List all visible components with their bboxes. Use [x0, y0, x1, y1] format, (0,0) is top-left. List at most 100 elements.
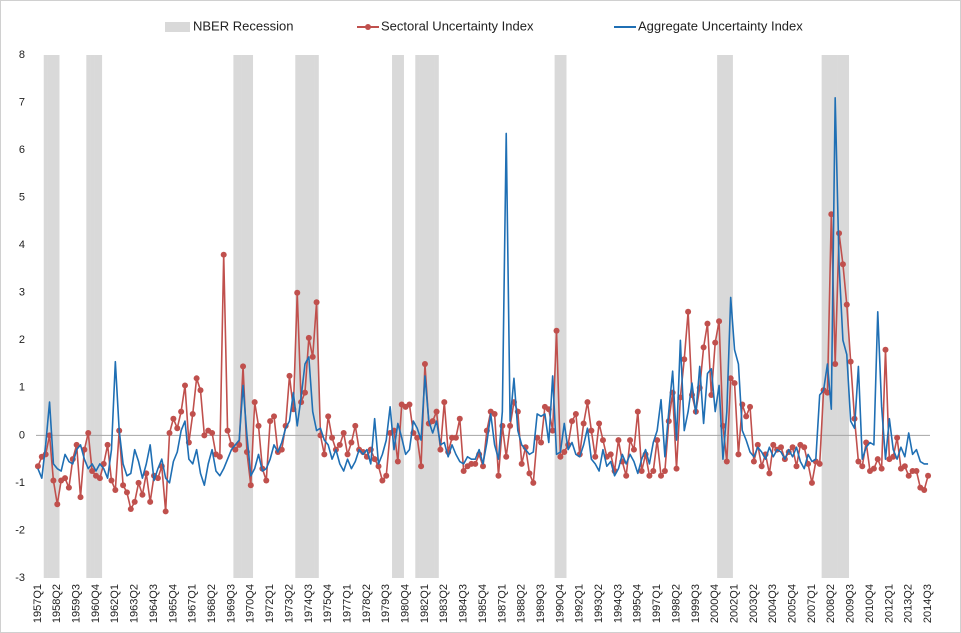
y-tick-label: 2: [19, 334, 25, 346]
series-marker: [394, 458, 401, 465]
y-tick-label: 8: [19, 49, 25, 61]
series-marker: [329, 434, 336, 441]
series-marker: [855, 458, 862, 465]
recession-bar: [837, 55, 842, 578]
recession-bar: [47, 55, 52, 578]
recession-bar: [248, 55, 254, 578]
series-marker: [584, 399, 591, 406]
series-marker: [588, 427, 595, 434]
y-tick-label: 5: [19, 192, 25, 204]
series-line: [37, 96, 929, 487]
series-marker: [549, 427, 556, 434]
series-marker: [630, 446, 637, 453]
series-marker: [209, 429, 216, 436]
series-marker: [232, 446, 239, 453]
series-marker: [271, 413, 278, 420]
series-marker: [154, 475, 161, 482]
series-marker: [518, 460, 525, 467]
series-marker: [182, 382, 188, 389]
x-tick-label: 1980Q4: [400, 584, 412, 623]
recession-bar: [721, 55, 726, 578]
x-tick-label: 1960Q4: [90, 584, 102, 623]
x-tick-label: 1967Q1: [187, 584, 199, 623]
series-marker: [216, 453, 223, 460]
x-tick-label: 1965Q4: [167, 584, 179, 623]
x-tick-label: 2000Q4: [709, 584, 721, 623]
series-marker: [162, 508, 169, 515]
y-tick-label: 6: [19, 144, 25, 156]
series-marker: [309, 353, 316, 360]
recession-bar: [395, 55, 401, 578]
series-marker: [607, 451, 614, 458]
recession-bar: [554, 55, 559, 578]
series-marker: [336, 441, 343, 448]
x-tick-label: 2013Q2: [903, 584, 915, 623]
series-marker: [766, 470, 773, 477]
series-marker: [673, 465, 680, 472]
y-tick-label: 0: [19, 429, 25, 441]
series-marker: [267, 418, 274, 425]
series-marker: [847, 358, 854, 365]
series-marker: [816, 460, 823, 467]
series-marker: [228, 441, 235, 448]
recession-bar: [829, 55, 834, 578]
x-tick-label: 1988Q2: [516, 584, 528, 623]
x-tick-label: 1974Q3: [303, 584, 315, 623]
series-marker: [135, 479, 142, 486]
series-marker: [839, 261, 846, 268]
recession-bar: [299, 55, 304, 578]
series-marker: [491, 410, 498, 417]
x-tick-label: 1998Q2: [670, 584, 682, 623]
series-marker: [638, 468, 645, 475]
recession-bar: [392, 55, 397, 578]
recession-bar: [303, 55, 308, 578]
series-marker: [414, 434, 421, 441]
x-tick-label: 2005Q4: [787, 584, 799, 623]
series-marker: [723, 458, 730, 465]
x-tick-label: 1999Q3: [690, 584, 702, 623]
series-marker: [421, 361, 428, 368]
recession-bar: [724, 55, 730, 578]
series-marker: [174, 425, 181, 432]
series-marker: [507, 422, 514, 429]
x-tick-label: 2014Q3: [922, 584, 934, 623]
recession-bar: [717, 55, 722, 578]
series-marker: [348, 439, 355, 446]
x-tick-label: 2002Q1: [728, 584, 740, 623]
x-tick-label: 1987Q1: [496, 584, 508, 623]
series-marker: [747, 403, 754, 410]
recession-bar: [840, 55, 846, 578]
series-marker: [758, 463, 765, 470]
series-marker: [704, 320, 711, 327]
series-marker: [313, 299, 320, 306]
x-tick-label: 2010Q4: [864, 584, 876, 623]
recession-bar: [833, 55, 838, 578]
recession-bar: [419, 55, 424, 578]
series-marker: [538, 439, 545, 446]
series-marker: [801, 444, 808, 451]
recession-bar: [97, 55, 103, 578]
recession-bar: [399, 55, 404, 578]
series-marker: [65, 484, 72, 491]
x-tick-label: 1983Q2: [438, 584, 450, 623]
series-marker: [139, 491, 146, 498]
series-marker: [433, 408, 440, 415]
series-marker: [247, 482, 254, 489]
series-marker: [112, 487, 119, 494]
x-tick-label: 1992Q1: [574, 584, 586, 623]
series-marker: [89, 468, 96, 475]
series-marker: [870, 465, 877, 472]
y-tick-label: 7: [19, 96, 25, 108]
series-marker: [286, 372, 293, 379]
x-tick-label: 2003Q2: [748, 584, 760, 623]
y-tick-label: 3: [19, 287, 25, 299]
series-marker: [572, 410, 579, 417]
y-tick-label: -2: [15, 524, 25, 536]
series-marker: [828, 211, 835, 218]
series-marker: [472, 460, 479, 467]
y-tick-label: 4: [19, 239, 25, 251]
x-tick-label: 1962Q1: [109, 584, 121, 623]
series-marker: [375, 463, 382, 470]
series-marker: [615, 437, 622, 444]
recession-bar: [558, 55, 563, 578]
